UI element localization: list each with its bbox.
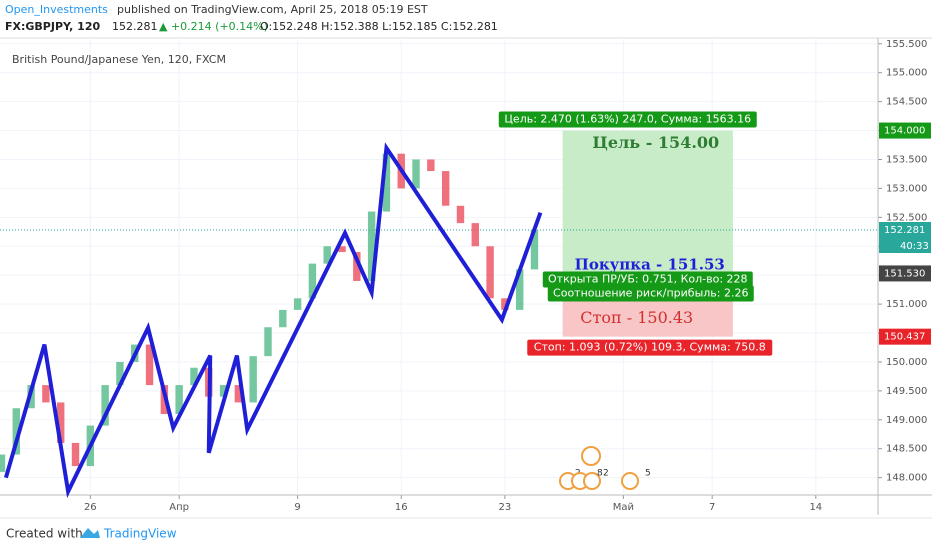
y-tick-label: 149.500 bbox=[886, 386, 927, 397]
candle bbox=[293, 298, 302, 310]
x-tick-label: Май bbox=[613, 502, 634, 513]
published: published on TradingView.com, April 25, … bbox=[117, 3, 428, 16]
target-info: Цель: 2.470 (1.63%) 247.0, Сумма: 1563.1… bbox=[504, 113, 751, 126]
open-info-bg bbox=[542, 271, 753, 288]
y-tick-label: 148.500 bbox=[886, 444, 927, 455]
candle bbox=[338, 246, 346, 253]
price-badge bbox=[879, 122, 931, 139]
candle bbox=[441, 171, 450, 206]
x-tick-label: Апр bbox=[169, 502, 189, 513]
candle bbox=[471, 223, 479, 247]
stop-info: Стоп: 1.093 (0.72%) 109.3, Сумма: 750.8 bbox=[534, 341, 766, 354]
author[interactable]: Open_Investments bbox=[5, 3, 108, 16]
stop-info-bg bbox=[527, 339, 773, 356]
candle bbox=[71, 442, 80, 467]
candle bbox=[486, 246, 494, 299]
candle bbox=[308, 263, 317, 299]
candle bbox=[412, 159, 420, 189]
price-badge-label: 154.000 bbox=[884, 126, 925, 137]
price-badge bbox=[879, 221, 931, 238]
y-tick-label: 148.000 bbox=[886, 473, 927, 484]
candle bbox=[0, 454, 6, 472]
y-tick-label: 155.000 bbox=[886, 68, 927, 79]
y-tick-label: 151.000 bbox=[886, 299, 927, 310]
price-badge-label: 152.281 bbox=[884, 225, 925, 236]
candle bbox=[101, 385, 109, 426]
y-tick-label: 153.500 bbox=[886, 154, 927, 165]
tv-logo bbox=[80, 528, 100, 538]
candle bbox=[145, 344, 154, 386]
event-icon bbox=[581, 446, 601, 466]
chart-title: British Pound/Japanese Yen, 120, FXCM bbox=[12, 53, 226, 66]
stop-label: Стоп - 150.43 bbox=[580, 308, 693, 327]
target-label: Цель - 154.00 bbox=[592, 133, 719, 152]
candle bbox=[219, 385, 228, 397]
x-tick-label: 16 bbox=[395, 502, 408, 513]
zigzag-line bbox=[4, 142, 543, 499]
price-badge-label: 150.437 bbox=[884, 332, 925, 343]
candle bbox=[116, 361, 124, 386]
candle bbox=[427, 159, 435, 172]
x-tick-label: 26 bbox=[84, 502, 97, 513]
ohlc: O:152.248 H:152.388 L:152.185 C:152.281 bbox=[260, 20, 498, 33]
x-tick-label: 23 bbox=[499, 502, 512, 513]
candle bbox=[367, 211, 376, 281]
countdown-bg bbox=[879, 237, 931, 253]
y-tick-label: 149.000 bbox=[886, 415, 927, 426]
x-tick-label: 7 bbox=[709, 502, 715, 513]
target-zone bbox=[562, 130, 733, 274]
candle bbox=[515, 269, 524, 310]
candle bbox=[353, 252, 361, 281]
y-tick-label: 154.500 bbox=[886, 97, 927, 108]
countdown: 40:33 bbox=[900, 241, 929, 252]
candle bbox=[323, 246, 331, 264]
x-tick-label: 9 bbox=[294, 502, 300, 513]
candle bbox=[279, 309, 287, 328]
y-tick-label: 152.500 bbox=[886, 212, 927, 223]
price-badge bbox=[879, 328, 931, 345]
candle bbox=[501, 298, 509, 310]
y-tick-label: 153.000 bbox=[886, 183, 927, 194]
event-count: 5 bbox=[645, 469, 651, 479]
candle bbox=[190, 367, 198, 386]
candle bbox=[264, 327, 272, 357]
price-badge-label: 151.530 bbox=[884, 268, 925, 279]
last-price: 152.281 bbox=[112, 20, 158, 33]
x-tick-label: 14 bbox=[809, 502, 822, 513]
brand[interactable]: TradingView bbox=[103, 527, 177, 541]
price-badge bbox=[879, 265, 931, 282]
candle bbox=[57, 402, 65, 443]
change: ▲ +0.214 (+0.14%) bbox=[159, 20, 268, 33]
created-with: Created with bbox=[6, 527, 83, 541]
candle bbox=[382, 153, 391, 212]
y-tick-label: 150.000 bbox=[886, 357, 927, 368]
symbol: FX:GBPJPY, 120 bbox=[5, 20, 100, 33]
candle bbox=[456, 205, 465, 224]
event-icon bbox=[583, 472, 601, 490]
open-info: Открыта ПР/УБ: 0.751, Кол-во: 228 bbox=[548, 272, 748, 285]
target-info-bg bbox=[498, 111, 757, 128]
candle bbox=[249, 356, 257, 403]
candle bbox=[42, 385, 50, 403]
event-count: 8 bbox=[597, 469, 603, 479]
ratio-info-bg bbox=[547, 285, 754, 302]
candle bbox=[175, 385, 183, 415]
event-count: 2 bbox=[603, 469, 609, 479]
candle bbox=[530, 230, 539, 270]
y-tick-label: 155.500 bbox=[886, 39, 927, 50]
entry-label: Покупка - 151.53 bbox=[575, 255, 725, 273]
ratio-info: Соотношение риск/прибыль: 2.26 bbox=[553, 286, 748, 299]
candle bbox=[12, 408, 20, 455]
candle bbox=[234, 385, 243, 403]
event-icon bbox=[621, 472, 639, 490]
